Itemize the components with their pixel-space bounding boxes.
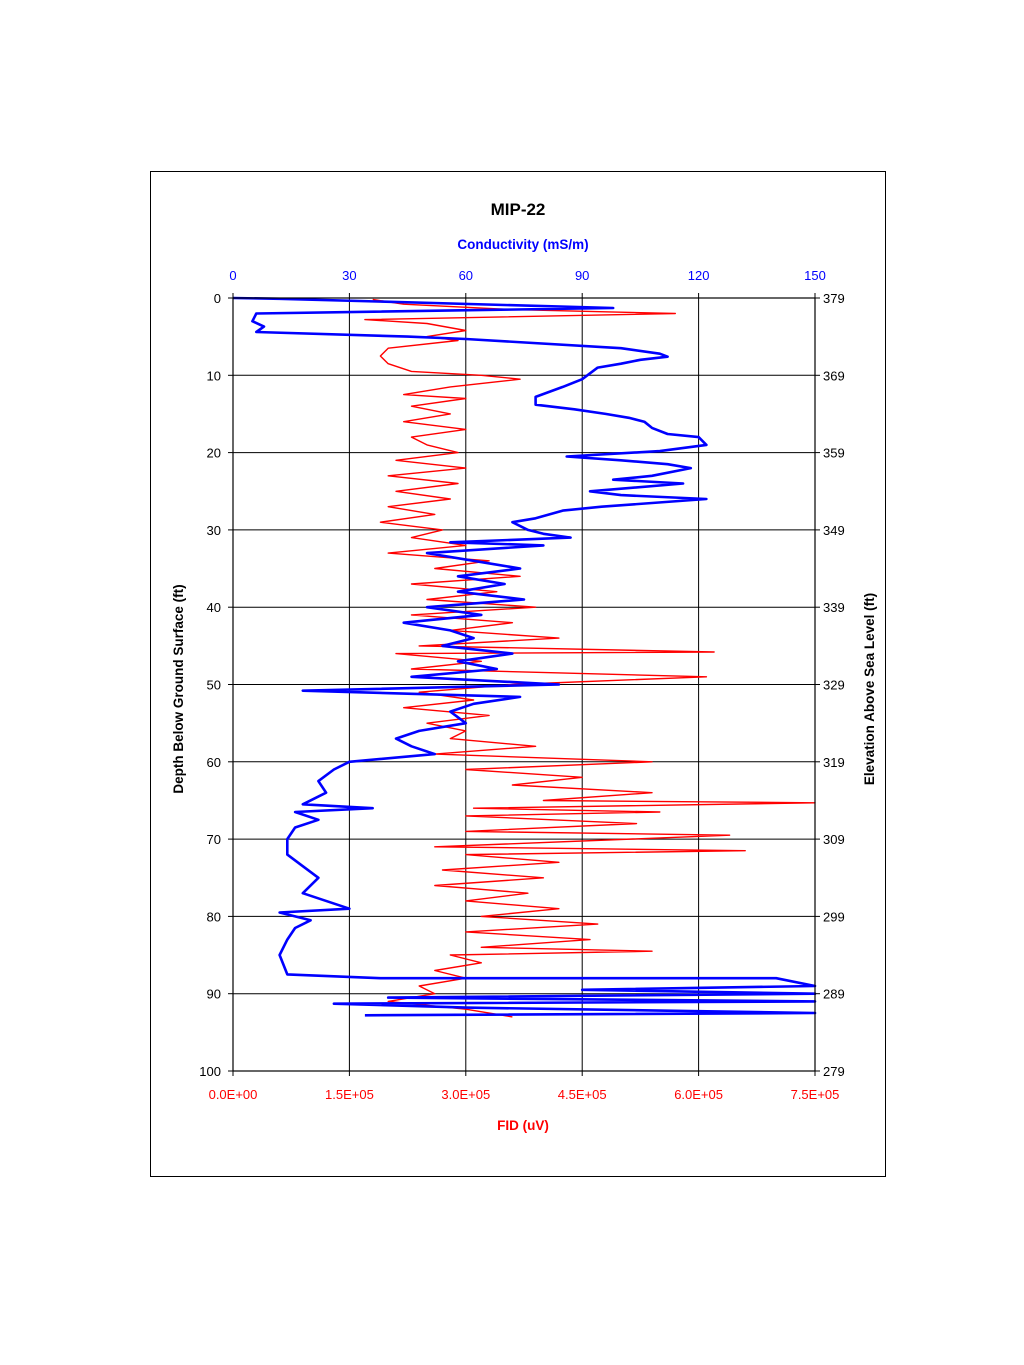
bottom-axis-label: FID (uV)	[497, 1118, 549, 1133]
left-tick-label: 10	[207, 368, 221, 383]
top-tick-label: 30	[342, 268, 356, 283]
left-tick-label: 40	[207, 600, 221, 615]
top-tick-label: 60	[459, 268, 473, 283]
grid-lines	[233, 298, 815, 1071]
right-tick-label: 299	[823, 909, 845, 924]
tick-labels: 0 0.0E+00 30 1.5E+05 60 3.0E+05 90 4.5E+05 120 6.…	[199, 268, 844, 1102]
left-tick-label: 60	[207, 755, 221, 770]
left-tick-label: 50	[207, 678, 221, 693]
left-tick-label: 70	[207, 832, 221, 847]
right-tick-label: 379	[823, 291, 845, 306]
series-layer	[232, 296, 817, 1018]
bottom-tick-label: 3.0E+05	[441, 1087, 490, 1102]
left-tick-label: 20	[207, 446, 221, 461]
top-axis-label: Conductivity (mS/m)	[457, 237, 588, 252]
right-tick-label: 279	[823, 1064, 845, 1079]
right-tick-label: 289	[823, 987, 845, 1002]
chart-title: MIP-22	[491, 200, 546, 219]
right-tick-label: 329	[823, 678, 845, 693]
left-tick-label: 0	[214, 291, 221, 306]
left-tick-label: 100	[199, 1064, 221, 1079]
chart-frame	[150, 171, 886, 1177]
left-axis-label: Depth Below Ground Surface (ft)	[171, 584, 186, 793]
bottom-tick-label: 7.5E+05	[791, 1087, 840, 1102]
bottom-tick-label: 4.5E+05	[558, 1087, 607, 1102]
left-tick-label: 80	[207, 909, 221, 924]
fid-series-line	[364, 298, 816, 1018]
right-axis-label: Elevation Above Sea Level (ft)	[862, 593, 877, 785]
right-tick-label: 349	[823, 523, 845, 538]
right-tick-label: 309	[823, 832, 845, 847]
right-tick-label: 359	[823, 446, 845, 461]
top-tick-label: 150	[804, 268, 826, 283]
top-tick-label: 120	[688, 268, 710, 283]
right-tick-label: 319	[823, 755, 845, 770]
bottom-tick-label: 6.0E+05	[674, 1087, 723, 1102]
bottom-tick-label: 1.5E+05	[325, 1087, 374, 1102]
conductivity-series-line	[232, 296, 817, 1017]
right-tick-label: 339	[823, 600, 845, 615]
left-tick-label: 90	[207, 987, 221, 1002]
left-tick-label: 30	[207, 523, 221, 538]
right-tick-label: 369	[823, 368, 845, 383]
top-tick-label: 0	[229, 268, 236, 283]
bottom-tick-label: 0.0E+00	[209, 1087, 258, 1102]
top-tick-label: 90	[575, 268, 589, 283]
